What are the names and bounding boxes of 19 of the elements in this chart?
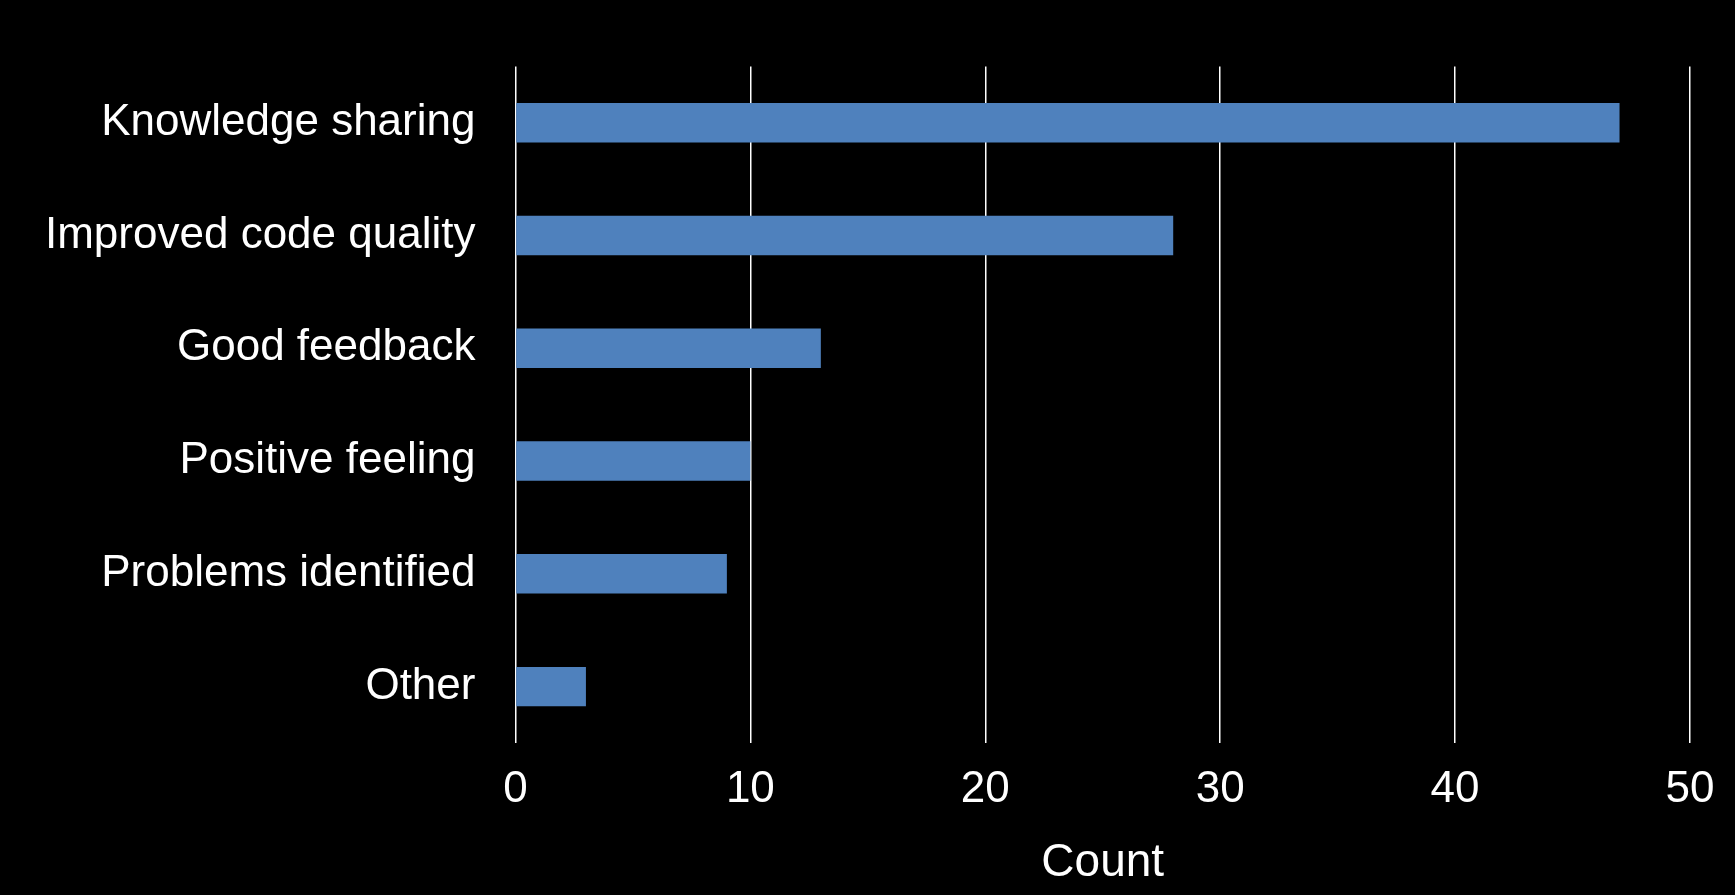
y-tick-label: Other — [365, 658, 476, 708]
bar — [516, 215, 1174, 256]
y-tick-label: Improved code quality — [44, 207, 476, 257]
bar — [516, 554, 727, 594]
x-tick-label: 40 — [1430, 761, 1480, 811]
x-axis-title: Count — [1041, 834, 1165, 887]
x-tick-label: 30 — [1195, 761, 1245, 811]
bar — [516, 441, 751, 481]
x-tick-label: 20 — [960, 761, 1010, 811]
x-tick-label: 0 — [503, 761, 528, 811]
x-tick-label: 10 — [725, 761, 775, 811]
bar — [516, 103, 1620, 143]
bar — [516, 666, 586, 707]
y-tick-label: Knowledge sharing — [101, 94, 476, 144]
y-tick-label: Positive feeling — [179, 433, 476, 483]
bar — [516, 328, 821, 369]
y-tick-label: Good feedback — [177, 320, 477, 370]
y-tick-label: Problems identified — [101, 545, 476, 595]
x-tick-label: 50 — [1665, 761, 1715, 811]
